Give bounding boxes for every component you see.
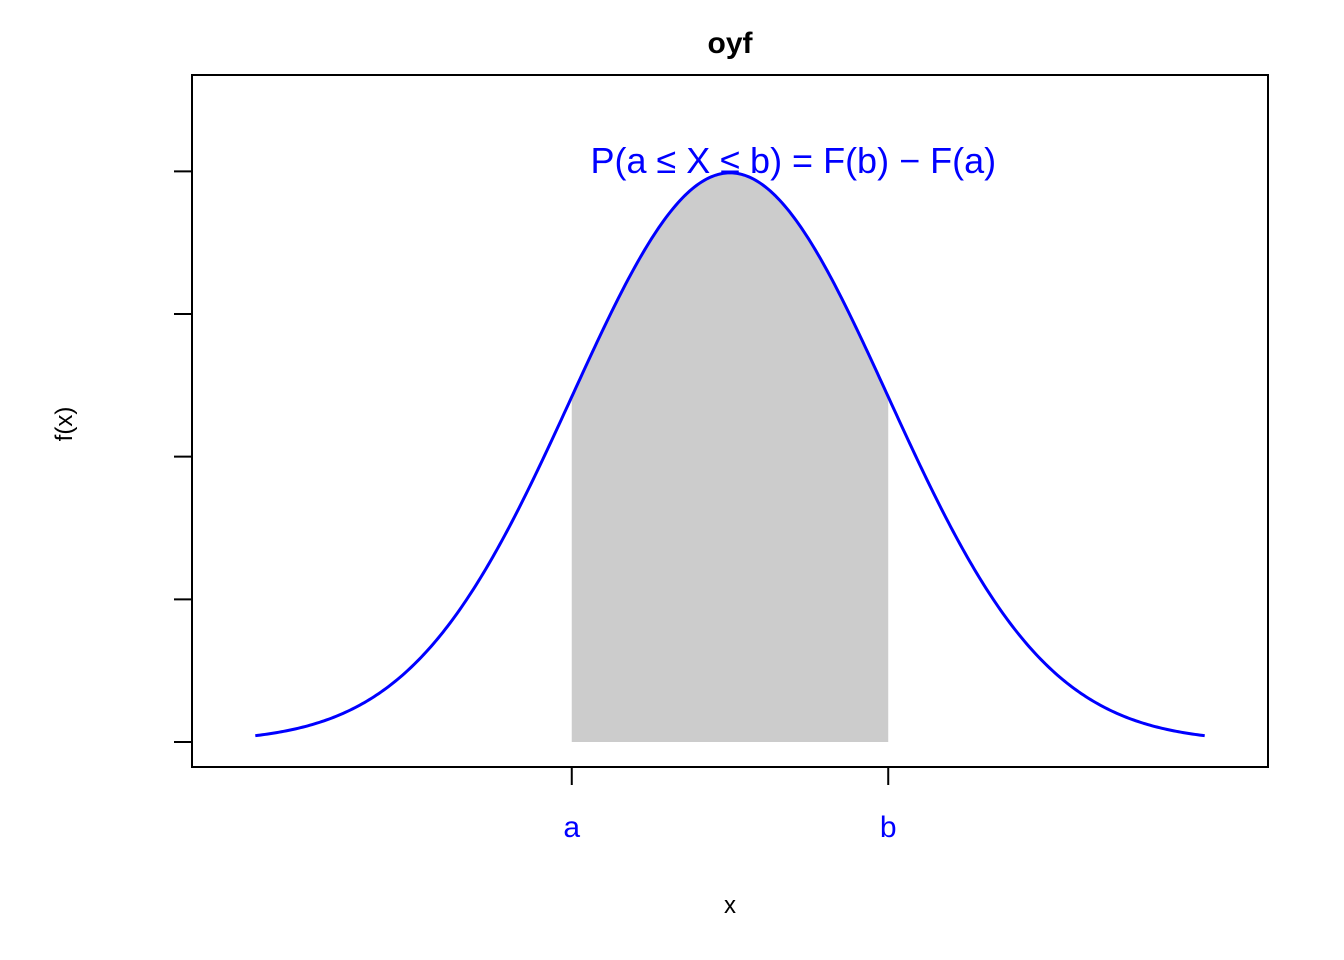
chart-title: oyf [708, 27, 754, 60]
y-axis [174, 170, 192, 743]
y-axis-label: f(x) [51, 407, 78, 442]
shaded-region [571, 172, 889, 743]
density-curve [255, 171, 1205, 738]
x-tick-label-a: a [563, 811, 580, 844]
x-tick-label-b: b [880, 811, 897, 844]
plot-frame [191, 74, 1269, 768]
probability-formula: P(a ≤ X ≤ b) = F(b) − F(a) [590, 140, 996, 181]
plot-area [191, 74, 1269, 768]
x-axis-label: x [724, 892, 736, 919]
